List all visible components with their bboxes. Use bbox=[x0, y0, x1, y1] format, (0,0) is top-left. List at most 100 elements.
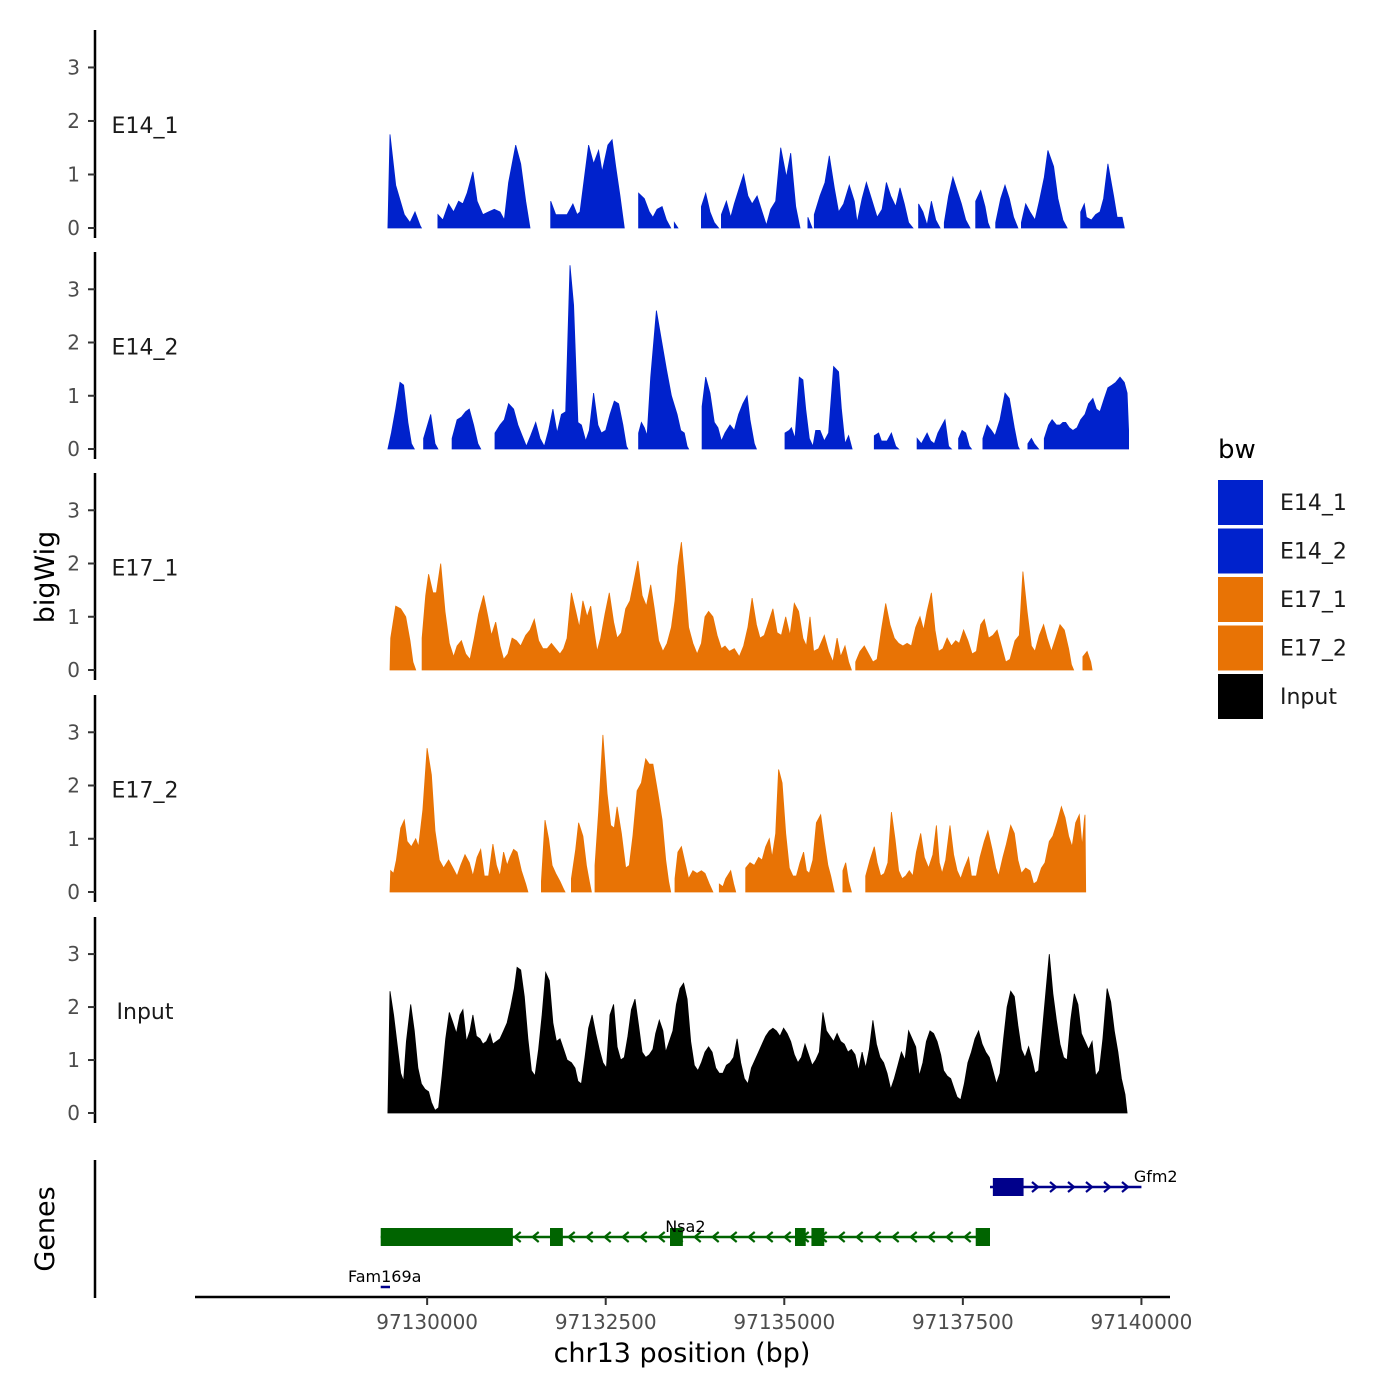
y-tick-label-e17-2-1: 1 bbox=[67, 827, 80, 851]
strand-arrow-nsa2 bbox=[854, 1231, 864, 1243]
legend-swatch-e17-2 bbox=[1218, 625, 1263, 671]
coverage-area-input bbox=[387, 954, 1128, 1114]
strand-arrow-nsa2 bbox=[530, 1231, 540, 1243]
strand-arrow-nsa2 bbox=[872, 1231, 882, 1243]
legend-label-e17-2: E17_2 bbox=[1280, 637, 1347, 662]
x-tick-label-97137500: 97137500 bbox=[912, 1310, 1014, 1334]
strand-arrow-nsa2 bbox=[890, 1231, 900, 1243]
x-axis-title: chr13 position (bp) bbox=[554, 1338, 811, 1369]
strand-arrow-gfm2 bbox=[1103, 1181, 1112, 1193]
legend: E14_1 E14_2 E17_1 E17_2 Input bbox=[1218, 480, 1347, 719]
y-axis-title: bigWig bbox=[30, 531, 61, 624]
gene-label-fam169a: Fam169a bbox=[348, 1267, 421, 1286]
strand-arrow-gfm2 bbox=[1049, 1181, 1058, 1193]
strand-arrow-nsa2 bbox=[728, 1231, 738, 1243]
strand-arrow-gfm2 bbox=[1031, 1181, 1040, 1193]
y-tick-label-e17-1-1: 1 bbox=[67, 605, 80, 629]
y-tick-label-e14-1-3: 3 bbox=[67, 55, 80, 79]
x-tick-label-97135000: 97135000 bbox=[733, 1310, 835, 1334]
y-tick-label-input-2: 2 bbox=[67, 995, 80, 1019]
y-tick-label-e14-2-3: 3 bbox=[67, 277, 80, 301]
strand-arrow-nsa2 bbox=[656, 1231, 666, 1243]
strand-arrow-gfm2 bbox=[1121, 1181, 1130, 1193]
track-label-e14-1: E14_1 bbox=[112, 114, 179, 139]
exon-nsa2-1 bbox=[550, 1228, 563, 1246]
x-tick-label-97130000: 97130000 bbox=[376, 1310, 478, 1334]
x-tick-label-97132500: 97132500 bbox=[555, 1310, 657, 1334]
y-tick-label-e17-1-0: 0 bbox=[67, 658, 80, 682]
strand-arrow-gfm2 bbox=[1067, 1181, 1076, 1193]
legend-title: bw bbox=[1218, 435, 1256, 465]
coverage-area-e17-2 bbox=[389, 734, 1087, 893]
gene-label-gfm2: Gfm2 bbox=[1134, 1167, 1178, 1186]
y-tick-label-input-1: 1 bbox=[67, 1048, 80, 1072]
strand-arrow-nsa2 bbox=[962, 1231, 972, 1243]
exon-nsa2-0 bbox=[380, 1228, 513, 1246]
gene-label-nsa2: Nsa2 bbox=[665, 1217, 705, 1236]
legend-swatch-input bbox=[1218, 674, 1263, 719]
track-label-e14-2: E14_2 bbox=[112, 336, 179, 361]
coverage-area-e14-2 bbox=[387, 265, 1129, 450]
track-label-e17-1: E17_1 bbox=[112, 557, 179, 582]
exon-nsa2-2 bbox=[670, 1228, 683, 1246]
genes-track-title: Genes bbox=[30, 1186, 61, 1271]
strand-arrow-nsa2 bbox=[638, 1231, 648, 1243]
track-e17-2: 0 1 2 3 E17_2 bbox=[67, 695, 1087, 904]
y-tick-label-e14-1-2: 2 bbox=[67, 109, 80, 133]
legend-label-input: Input bbox=[1280, 685, 1337, 710]
y-tick-label-e14-1-1: 1 bbox=[67, 162, 80, 186]
track-e17-1: 0 1 2 3 E17_1 bbox=[67, 473, 1093, 682]
coverage-area-e17-1 bbox=[389, 542, 1093, 671]
legend-label-e14-2: E14_2 bbox=[1280, 540, 1347, 565]
exon-nsa2-3 bbox=[795, 1228, 806, 1246]
strand-arrow-nsa2 bbox=[620, 1231, 630, 1243]
track-label-e17-2: E17_2 bbox=[112, 779, 179, 804]
strand-arrow-nsa2 bbox=[782, 1231, 792, 1243]
strand-arrow-nsa2 bbox=[746, 1231, 756, 1243]
strand-arrow-nsa2 bbox=[566, 1231, 576, 1243]
y-tick-label-e17-2-2: 2 bbox=[67, 774, 80, 798]
gene-nsa2: Nsa2 bbox=[380, 1217, 990, 1246]
exon-gfm2-0 bbox=[992, 1178, 1024, 1196]
strand-arrow-nsa2 bbox=[944, 1231, 954, 1243]
legend-swatch-e14-1 bbox=[1218, 480, 1263, 525]
x-tick-label-97140000: 97140000 bbox=[1091, 1310, 1193, 1334]
coverage-tracks: 0 1 2 3 E14_1 0 1 2 3 E14_2 0 1 2 3 E17_1 0 1 2 3 E17_2 0 1 2 3… bbox=[67, 30, 1129, 1125]
strand-arrow-nsa2 bbox=[602, 1231, 612, 1243]
y-tick-label-e17-1-3: 3 bbox=[67, 498, 80, 522]
legend-swatch-e14-2 bbox=[1218, 528, 1263, 574]
track-input: 0 1 2 3 Input bbox=[67, 917, 1128, 1125]
y-tick-label-input-3: 3 bbox=[67, 942, 80, 966]
strand-arrow-nsa2 bbox=[710, 1231, 720, 1243]
strand-arrow-nsa2 bbox=[836, 1231, 846, 1243]
track-label-input: Input bbox=[117, 1000, 174, 1025]
track-e14-1: 0 1 2 3 E14_1 bbox=[67, 30, 1125, 240]
y-tick-label-e14-2-0: 0 bbox=[67, 437, 80, 461]
strand-arrow-gfm2 bbox=[1085, 1181, 1094, 1193]
strand-arrow-nsa2 bbox=[692, 1231, 702, 1243]
y-tick-label-input-0: 0 bbox=[67, 1101, 80, 1125]
strand-arrow-nsa2 bbox=[584, 1231, 594, 1243]
track-e14-2: 0 1 2 3 E14_2 bbox=[67, 252, 1129, 461]
exon-nsa2-5 bbox=[975, 1228, 990, 1246]
legend-label-e17-1: E17_1 bbox=[1280, 588, 1347, 613]
legend-label-e14-1: E14_1 bbox=[1280, 491, 1347, 516]
x-axis: 97130000 97132500 97135000 97137500 97140000 bbox=[195, 1295, 1193, 1334]
y-tick-label-e14-1-0: 0 bbox=[67, 216, 80, 240]
strand-arrow-nsa2 bbox=[908, 1231, 918, 1243]
coverage-area-e14-1 bbox=[387, 134, 1125, 229]
gene-gfm2: Gfm2 bbox=[990, 1167, 1178, 1196]
legend-swatch-e17-1 bbox=[1218, 577, 1263, 622]
strand-arrow-nsa2 bbox=[512, 1231, 522, 1243]
exon-nsa2-4 bbox=[811, 1228, 825, 1246]
y-tick-label-e17-1-2: 2 bbox=[67, 552, 80, 576]
gene-annotation-track: Gfm2 Nsa2 Fam169a bbox=[93, 1160, 1178, 1298]
y-tick-label-e17-2-3: 3 bbox=[67, 720, 80, 744]
strand-arrow-nsa2 bbox=[926, 1231, 936, 1243]
y-tick-label-e14-2-1: 1 bbox=[67, 384, 80, 408]
y-tick-label-e17-2-0: 0 bbox=[67, 880, 80, 904]
gene-fam169a: Fam169a bbox=[348, 1267, 421, 1289]
strand-arrow-nsa2 bbox=[764, 1231, 774, 1243]
y-tick-label-e14-2-2: 2 bbox=[67, 331, 80, 355]
